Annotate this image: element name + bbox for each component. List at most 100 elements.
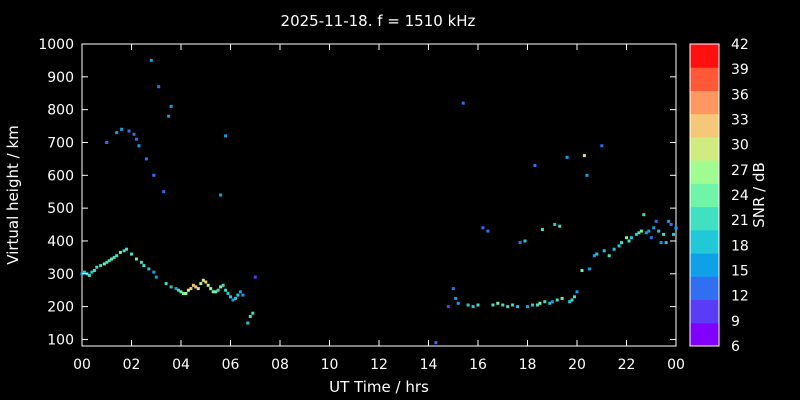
data-point [142,264,146,268]
colorbar-segment [690,113,719,138]
data-point [191,283,195,287]
data-point [157,85,161,89]
data-point [602,249,606,253]
data-point [248,315,252,318]
data-point [471,305,475,309]
data-point [667,219,671,223]
data-point [585,173,589,177]
colorbar-tick-label: 27 [731,163,749,179]
data-point [535,303,539,307]
data-point [219,285,223,289]
colorbar-segment [690,183,719,208]
data-point [139,260,143,264]
data-point [251,311,255,315]
y-tick-label: 1000 [38,37,74,53]
x-tick-label: 14 [420,357,438,373]
data-point [253,275,257,279]
data-point [224,288,228,292]
colorbar-tick-label: 24 [731,188,749,204]
data-point [162,190,166,194]
data-point [231,298,235,302]
data-point [625,236,628,240]
colorbar-segment [690,136,719,161]
data-point [506,305,510,309]
data-point [451,287,455,291]
data-point [662,232,666,236]
data-point [491,303,495,307]
data-point [644,231,648,235]
colorbar-segment [690,276,719,301]
data-point [634,232,638,236]
data-point [617,244,621,248]
data-point [526,305,529,309]
data-point [201,278,205,282]
data-point [654,219,658,223]
data-point [118,250,122,254]
data-point [592,254,596,258]
colorbar-segment [690,67,719,91]
x-tick-label: 16 [469,357,487,373]
x-tick-label: 06 [222,357,240,373]
data-point [152,270,156,274]
data-point [241,293,245,297]
x-tick-label: 20 [568,357,586,373]
data-point [206,283,210,287]
y-tick-label: 400 [47,234,74,250]
colorbar-tick-label: 15 [731,264,749,280]
colorbar-tick-label: 36 [731,87,749,103]
data-point [573,295,576,299]
data-point [568,300,572,304]
data-point [580,269,584,272]
data-point [649,236,653,240]
data-point [184,292,188,295]
data-point [553,223,557,226]
colorbar-segment [690,206,719,231]
data-point [466,303,470,307]
data-point [669,223,673,226]
data-point [169,104,173,108]
data-point [565,155,569,159]
data-point [83,270,86,274]
data-point [189,287,193,291]
y-axis-label: Virtual height / km [4,125,22,264]
data-point [196,287,200,291]
data-point [204,280,208,284]
data-point [125,247,128,251]
data-point [456,301,460,305]
x-tick-label: 04 [172,357,190,373]
data-point [555,298,559,302]
data-point [174,287,178,291]
colorbar-tick-label: 39 [731,62,749,78]
data-point [461,101,465,105]
x-tick-label: 02 [123,357,141,373]
data-point [105,141,109,144]
data-point [518,241,522,245]
data-point [481,226,485,230]
data-point [112,255,116,259]
data-point [134,257,138,261]
data-point [179,290,183,294]
x-tick-label: 22 [618,357,636,373]
data-point [657,229,661,233]
data-point [587,267,591,271]
plot-area [81,43,677,347]
data-point [496,301,500,305]
x-tick-label: 10 [321,357,339,373]
data-point [214,290,218,294]
data-point [548,301,552,305]
data-point [234,296,237,300]
x-axis-label: UT Time / hrs [329,378,429,396]
y-tick-label: 800 [47,103,74,119]
data-point [229,295,232,299]
data-point [647,229,651,233]
data-point [434,341,438,345]
data-point [560,296,564,300]
colorbar-frame [689,43,720,347]
x-tick-label: 00 [667,357,685,373]
data-point [209,287,213,291]
colorbar-segment [690,160,719,184]
data-point [115,254,119,258]
data-point [531,303,534,307]
data-points [80,58,678,345]
data-point [501,303,505,307]
